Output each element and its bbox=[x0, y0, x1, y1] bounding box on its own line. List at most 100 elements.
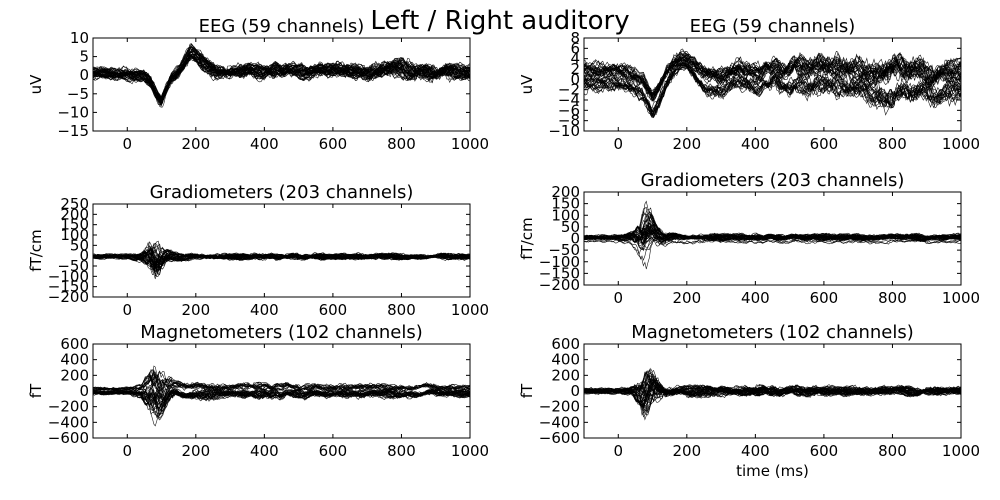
eeg-left-xtick-label: 1000 bbox=[451, 135, 489, 153]
mag-right-trace bbox=[584, 371, 961, 394]
eeg-right-ytick-label: 4 bbox=[570, 50, 580, 68]
mag-right-xtick-label: 800 bbox=[878, 442, 907, 460]
eeg-left-xtick-label: 400 bbox=[250, 135, 279, 153]
grad-right-ytick-label: −200 bbox=[539, 276, 580, 294]
magnetometers-left-chart: 0 200 400 600 800 1000−600−400−2000200400600M… bbox=[27, 322, 489, 460]
eeg-right-traces bbox=[584, 48, 961, 119]
eeg-right-trace bbox=[584, 61, 961, 116]
eeg-left-trace bbox=[93, 43, 470, 100]
figure-title: Left / Right auditory bbox=[370, 6, 630, 36]
grad-left-xtick-label: 1000 bbox=[451, 301, 489, 319]
grad-left-xtick-label: 200 bbox=[181, 301, 210, 319]
eeg-right-ytick-label: 6 bbox=[570, 39, 580, 57]
eeg-right-trace bbox=[584, 62, 961, 118]
mag-right-ylabel: fT bbox=[518, 383, 536, 398]
mag-left-ytick-label: 0 bbox=[79, 382, 89, 400]
mag-right-trace bbox=[584, 378, 961, 394]
mag-left-xtick-label: 200 bbox=[181, 442, 210, 460]
eeg-right-ytick-label: −6 bbox=[558, 101, 580, 119]
eeg-right-xtick-label: 600 bbox=[810, 135, 839, 153]
eeg-right-ytick-label: −8 bbox=[558, 112, 580, 130]
grad-right-trace bbox=[584, 214, 961, 239]
mag-left-ytick-label: −600 bbox=[48, 429, 89, 447]
grad-right-xtick-label: 1000 bbox=[942, 289, 980, 307]
eeg-left-traces bbox=[93, 43, 470, 108]
grad-left-axes-frame bbox=[92, 203, 471, 298]
mag-left-trace bbox=[93, 375, 470, 391]
eeg-right-ytick-label: 2 bbox=[570, 60, 580, 78]
grad-left-ytick-label: 200 bbox=[60, 205, 89, 223]
grad-right-ytick-label: 150 bbox=[551, 195, 580, 213]
mag-left-xtick-label: 600 bbox=[319, 442, 348, 460]
grad-left-ytick-label: −150 bbox=[48, 278, 89, 296]
eeg-right-trace bbox=[584, 50, 961, 99]
mag-left-title: Magnetometers (102 channels) bbox=[140, 322, 423, 343]
eeg-right-axes-frame bbox=[583, 37, 962, 132]
grad-left-title: Gradiometers (203 channels) bbox=[150, 182, 414, 203]
grad-left-xtick-label: 400 bbox=[250, 301, 279, 319]
eeg-left-xtick-label: 200 bbox=[181, 135, 210, 153]
mag-left-ytick-label: 400 bbox=[60, 351, 89, 369]
grad-right-trace bbox=[584, 238, 961, 270]
mag-left-xtick-label: 800 bbox=[387, 442, 416, 460]
grad-left-xtick-label: 0 bbox=[122, 301, 132, 319]
eeg-right-xtick-label: 400 bbox=[741, 135, 770, 153]
mag-right-ytick-label: −400 bbox=[539, 413, 580, 431]
mag-left-ytick-label: −200 bbox=[48, 398, 89, 416]
eeg-left-ytick-label: 10 bbox=[70, 29, 89, 47]
mag-right-trace bbox=[584, 370, 961, 393]
grad-right-trace bbox=[584, 214, 961, 239]
grad-right-title: Gradiometers (203 channels) bbox=[641, 170, 905, 191]
grad-left-ytick-label: 0 bbox=[79, 247, 89, 265]
mag-left-xtick-label: 1000 bbox=[451, 442, 489, 460]
grad-left-ytick-label: 50 bbox=[70, 236, 89, 254]
grad-left-xtick-label: 800 bbox=[387, 301, 416, 319]
grad-right-ytick-label: −50 bbox=[548, 241, 580, 259]
eeg-right-trace bbox=[584, 59, 961, 112]
mag-right-xlabel: time (ms) bbox=[736, 462, 809, 480]
eeg-right-xtick-label: 0 bbox=[613, 135, 623, 153]
eeg-left-axes-frame bbox=[92, 37, 471, 132]
grad-right-trace bbox=[584, 238, 961, 256]
mag-left-trace bbox=[93, 365, 470, 391]
eeg-right-title: EEG (59 channels) bbox=[690, 16, 856, 37]
eeg-right-xtick-label: 800 bbox=[878, 135, 907, 153]
mag-right-ytick-label: −200 bbox=[539, 398, 580, 416]
eeg-left-xtick-label: 600 bbox=[319, 135, 348, 153]
grad-left-ytick-label: 100 bbox=[60, 226, 89, 244]
grad-left-ylabel: fT/cm bbox=[27, 229, 45, 271]
mag-left-xtick-label: 0 bbox=[122, 442, 132, 460]
eeg-right-trace bbox=[584, 61, 961, 109]
grad-right-ytick-label: −100 bbox=[539, 253, 580, 271]
grad-left-traces bbox=[93, 240, 470, 280]
eeg-left-ytick-label: 5 bbox=[79, 48, 89, 66]
grad-left-trace bbox=[93, 247, 470, 262]
eeg-left-trace bbox=[93, 54, 470, 105]
eeg-left-ytick-label: 0 bbox=[79, 66, 89, 84]
grad-right-trace bbox=[584, 207, 961, 239]
grad-left-ytick-label: −200 bbox=[48, 288, 89, 306]
mag-right-ytick-label: −600 bbox=[539, 429, 580, 447]
mag-right-xtick-label: 400 bbox=[741, 442, 770, 460]
grad-right-ytick-label: 100 bbox=[551, 206, 580, 224]
grad-right-ylabel: fT/cm bbox=[518, 217, 536, 259]
eeg-right-ytick-label: 8 bbox=[570, 29, 580, 47]
eeg-right-xtick-label: 1000 bbox=[942, 135, 980, 153]
grad-right-xtick-label: 400 bbox=[741, 289, 770, 307]
grad-left-ytick-label: 250 bbox=[60, 195, 89, 213]
grad-right-traces bbox=[584, 200, 961, 270]
mag-right-title: Magnetometers (102 channels) bbox=[631, 322, 914, 343]
grad-left-xtick-label: 600 bbox=[319, 301, 348, 319]
eeg-right-ytick-label: −2 bbox=[558, 81, 580, 99]
grad-left-ytick-label: −50 bbox=[57, 257, 89, 275]
eeg-right-ytick-label: −4 bbox=[558, 91, 580, 109]
mag-left-ytick-label: 600 bbox=[60, 335, 89, 353]
eeg-left-title: EEG (59 channels) bbox=[199, 16, 365, 37]
eeg-left-xtick-label: 0 bbox=[122, 135, 132, 153]
eeg-left-ylabel: uV bbox=[27, 74, 45, 95]
mag-left-ytick-label: −400 bbox=[48, 413, 89, 431]
eeg-right-trace bbox=[584, 53, 961, 95]
mag-right-ytick-label: 400 bbox=[551, 351, 580, 369]
mag-right-xtick-label: 600 bbox=[810, 442, 839, 460]
